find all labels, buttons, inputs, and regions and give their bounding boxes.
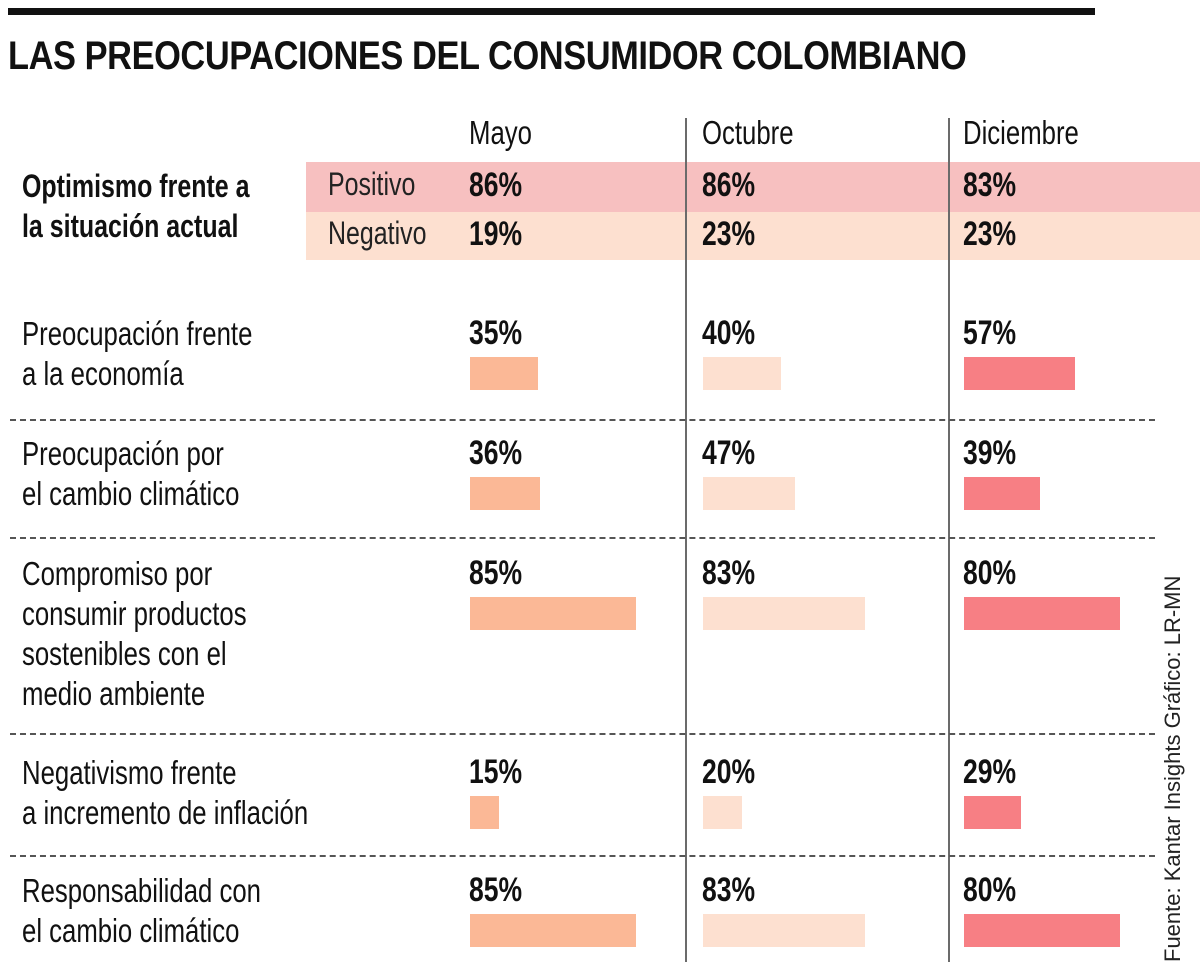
metric-bar-mayo: [470, 796, 500, 829]
row-divider: [10, 537, 1155, 539]
row-divider: [10, 419, 1155, 421]
metric-bar-mayo: [470, 477, 541, 510]
metric-bar-mayo: [470, 357, 539, 390]
metric-label: Responsabilidad con: [22, 872, 261, 909]
source-credit: Fuente: Kantar Insights Gráfico: LR-MN: [1160, 575, 1185, 962]
optimism-label: Optimismo frente a: [22, 168, 250, 204]
metric-bar-octubre: [703, 597, 865, 630]
metric-value-label: 35%: [469, 314, 523, 352]
metric-value-label: 20%: [702, 753, 756, 791]
column-header-mayo: Mayo: [469, 114, 532, 151]
metric-label: consumir productos: [22, 595, 247, 632]
optimism-row-name: Negativo: [328, 215, 427, 251]
metric-bar-diciembre: [964, 597, 1120, 630]
metric-value-label: 47%: [702, 434, 756, 472]
metric-bar-diciembre: [964, 477, 1041, 510]
column-header-octubre: Octubre: [702, 114, 794, 151]
column-divider: [685, 118, 687, 962]
metric-bar-octubre: [703, 357, 781, 390]
metric-bar-octubre: [703, 796, 742, 829]
row-divider: [10, 733, 1155, 735]
chart-title: LAS PREOCUPACIONES DEL CONSUMIDOR COLOMB…: [8, 34, 967, 78]
optimism-label: la situación actual: [22, 208, 239, 244]
metric-label: el cambio climático: [22, 912, 240, 949]
metric-value-label: 80%: [963, 554, 1017, 592]
optimism-value: 86%: [702, 166, 756, 204]
metric-value-label: 85%: [469, 554, 523, 592]
metric-value-label: 83%: [702, 871, 756, 909]
metric-label: a la economía: [22, 355, 184, 392]
metric-bar-octubre: [703, 914, 865, 947]
metric-label: Preocupación por: [22, 435, 224, 472]
title-rule: [8, 8, 1095, 15]
optimism-value: 83%: [963, 166, 1017, 204]
metric-label: a incremento de inflación: [22, 794, 309, 831]
metric-bar-mayo: [470, 914, 636, 947]
metric-value-label: 80%: [963, 871, 1017, 909]
metric-value-label: 85%: [469, 871, 523, 909]
metric-value-label: 39%: [963, 434, 1017, 472]
metric-label: medio ambiente: [22, 675, 206, 712]
metric-value-label: 57%: [963, 314, 1017, 352]
metric-bar-diciembre: [964, 796, 1021, 829]
metric-label: Preocupación frente: [22, 315, 253, 352]
metric-value-label: 40%: [702, 314, 756, 352]
metric-label: sostenibles con el: [22, 635, 227, 672]
row-divider: [10, 855, 1155, 857]
negativo-band: [306, 212, 1200, 260]
metric-bar-diciembre: [964, 357, 1076, 390]
metric-bar-octubre: [703, 477, 795, 510]
metric-bar-diciembre: [964, 914, 1120, 947]
positivo-band: [306, 162, 1200, 212]
optimism-value: 23%: [702, 215, 756, 253]
metric-value-label: 36%: [469, 434, 523, 472]
optimism-value: 19%: [469, 215, 523, 253]
metric-label: el cambio climático: [22, 475, 240, 512]
metric-value-label: 29%: [963, 753, 1017, 791]
metric-label: Compromiso por: [22, 555, 213, 592]
metric-value-label: 83%: [702, 554, 756, 592]
metric-label: Negativismo frente: [22, 754, 237, 791]
metric-value-label: 15%: [469, 753, 523, 791]
optimism-value: 23%: [963, 215, 1017, 253]
column-header-diciembre: Diciembre: [963, 114, 1079, 151]
optimism-value: 86%: [469, 166, 523, 204]
metric-bar-mayo: [470, 597, 636, 630]
optimism-row-name: Positivo: [328, 166, 416, 202]
column-divider: [948, 118, 950, 962]
